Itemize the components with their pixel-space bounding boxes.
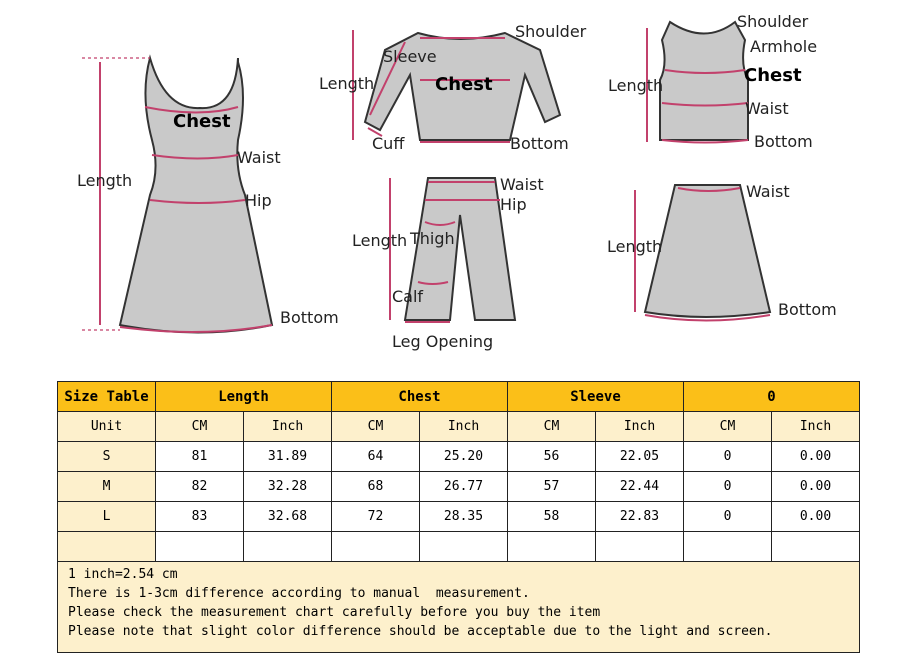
top-bottom-label: Bottom xyxy=(510,134,569,153)
pants-hip-label: Hip xyxy=(500,195,527,214)
dress-hip-label: Hip xyxy=(245,191,272,210)
dress-diagram: Chest Waist Length Hip Bottom xyxy=(77,54,339,334)
measurement-illustrations: Chest Waist Length Hip Bottom Shoulder S… xyxy=(77,12,837,351)
empty-cell xyxy=(419,531,508,562)
value-cell: 0 xyxy=(683,441,772,472)
pants-length-label: Length xyxy=(352,231,407,250)
value-cell: 72 xyxy=(331,501,420,532)
sleeve-header: Sleeve xyxy=(507,381,684,412)
skirt-length-label: Length xyxy=(607,237,662,256)
value-cell: 22.05 xyxy=(595,441,684,472)
tank-armhole-label: Armhole xyxy=(750,37,817,56)
value-cell: 58 xyxy=(507,501,596,532)
value-cell: 64 xyxy=(331,441,420,472)
skirt-bottom-label: Bottom xyxy=(778,300,837,319)
note-line: There is 1-3cm difference according to m… xyxy=(68,586,530,601)
top-length-label: Length xyxy=(319,74,374,93)
unit-cell: Inch xyxy=(771,411,860,442)
size-table: Size Table Length Chest Sleeve 0 Unit CM… xyxy=(57,381,860,653)
value-cell: 31.89 xyxy=(243,441,332,472)
notes-row: 1 inch=2.54 cm There is 1-3cm difference… xyxy=(57,561,860,653)
value-cell: 28.35 xyxy=(419,501,508,532)
unit-cell: Inch xyxy=(595,411,684,442)
top-shoulder-label: Shoulder xyxy=(515,22,587,41)
unit-row: Unit CM Inch CM Inch CM Inch CM Inch xyxy=(57,411,860,442)
tank-diagram: Shoulder Armhole Length Chest Waist Bott… xyxy=(608,12,817,151)
empty-row xyxy=(57,531,860,562)
value-cell: 83 xyxy=(155,501,244,532)
empty-cell xyxy=(57,531,156,562)
chest-header: Chest xyxy=(331,381,508,412)
pants-leg-opening-label: Leg Opening xyxy=(392,332,493,351)
dress-waist-label: Waist xyxy=(237,148,281,167)
empty-cell xyxy=(595,531,684,562)
size-table-header: Size Table xyxy=(57,381,156,412)
top-cuff-label: Cuff xyxy=(372,134,405,153)
empty-cell xyxy=(155,531,244,562)
top-chest-label: Chest xyxy=(435,74,493,95)
unit-cell: Inch xyxy=(243,411,332,442)
tank-waist-label: Waist xyxy=(745,99,789,118)
value-cell: 81 xyxy=(155,441,244,472)
unit-cell: CM xyxy=(683,411,772,442)
empty-cell xyxy=(683,531,772,562)
empty-cell xyxy=(771,531,860,562)
value-cell: 22.44 xyxy=(595,471,684,502)
dress-chest-label: Chest xyxy=(173,111,231,132)
skirt-waist-label: Waist xyxy=(746,182,790,201)
value-cell: 32.28 xyxy=(243,471,332,502)
top-sleeve-label: Sleeve xyxy=(383,47,437,66)
unit-cell: CM xyxy=(507,411,596,442)
empty-cell xyxy=(243,531,332,562)
size-cell: S xyxy=(57,441,156,472)
unit-cell: CM xyxy=(155,411,244,442)
header-row: Size Table Length Chest Sleeve 0 xyxy=(57,381,860,412)
unit-cell: Inch xyxy=(419,411,508,442)
value-cell: 0 xyxy=(683,471,772,502)
value-cell: 0.00 xyxy=(771,471,860,502)
value-cell: 25.20 xyxy=(419,441,508,472)
size-cell: L xyxy=(57,501,156,532)
unit-cell: Unit xyxy=(57,411,156,442)
note-line: Please check the measurement chart caref… xyxy=(68,605,601,620)
value-cell: 32.68 xyxy=(243,501,332,532)
value-cell: 56 xyxy=(507,441,596,472)
table-row: S 81 31.89 64 25.20 56 22.05 0 0.00 xyxy=(57,441,860,472)
empty-cell xyxy=(507,531,596,562)
tank-shoulder-label: Shoulder xyxy=(737,12,809,31)
tank-chest-label: Chest xyxy=(744,65,802,86)
tank-bottom-label: Bottom xyxy=(754,132,813,151)
pants-diagram: Waist Hip Length Thigh Calf Leg Opening xyxy=(352,175,544,351)
value-cell: 0.00 xyxy=(771,441,860,472)
dress-length-label: Length xyxy=(77,171,132,190)
value-cell: 0 xyxy=(683,501,772,532)
top-diagram: Shoulder Sleeve Length Chest Cuff Bottom xyxy=(319,22,587,153)
pants-thigh-label: Thigh xyxy=(409,229,455,248)
unit-cell: CM xyxy=(331,411,420,442)
table-row: L 83 32.68 72 28.35 58 22.83 0 0.00 xyxy=(57,501,860,532)
dress-bottom-label: Bottom xyxy=(280,308,339,327)
size-cell: M xyxy=(57,471,156,502)
value-cell: 0.00 xyxy=(771,501,860,532)
tank-length-label: Length xyxy=(608,76,663,95)
value-cell: 68 xyxy=(331,471,420,502)
value-cell: 22.83 xyxy=(595,501,684,532)
value-cell: 57 xyxy=(507,471,596,502)
value-cell: 26.77 xyxy=(419,471,508,502)
table-row: M 82 32.28 68 26.77 57 22.44 0 0.00 xyxy=(57,471,860,502)
length-header: Length xyxy=(155,381,332,412)
note-line: 1 inch=2.54 cm xyxy=(68,567,178,582)
note-line: Please note that slight color difference… xyxy=(68,624,773,639)
pants-calf-label: Calf xyxy=(392,287,423,306)
skirt-diagram: Waist Length Bottom xyxy=(607,182,837,322)
value-cell: 82 xyxy=(155,471,244,502)
empty-cell xyxy=(331,531,420,562)
extra-header: 0 xyxy=(683,381,860,412)
pants-waist-label: Waist xyxy=(500,175,544,194)
notes: 1 inch=2.54 cm There is 1-3cm difference… xyxy=(57,561,860,653)
